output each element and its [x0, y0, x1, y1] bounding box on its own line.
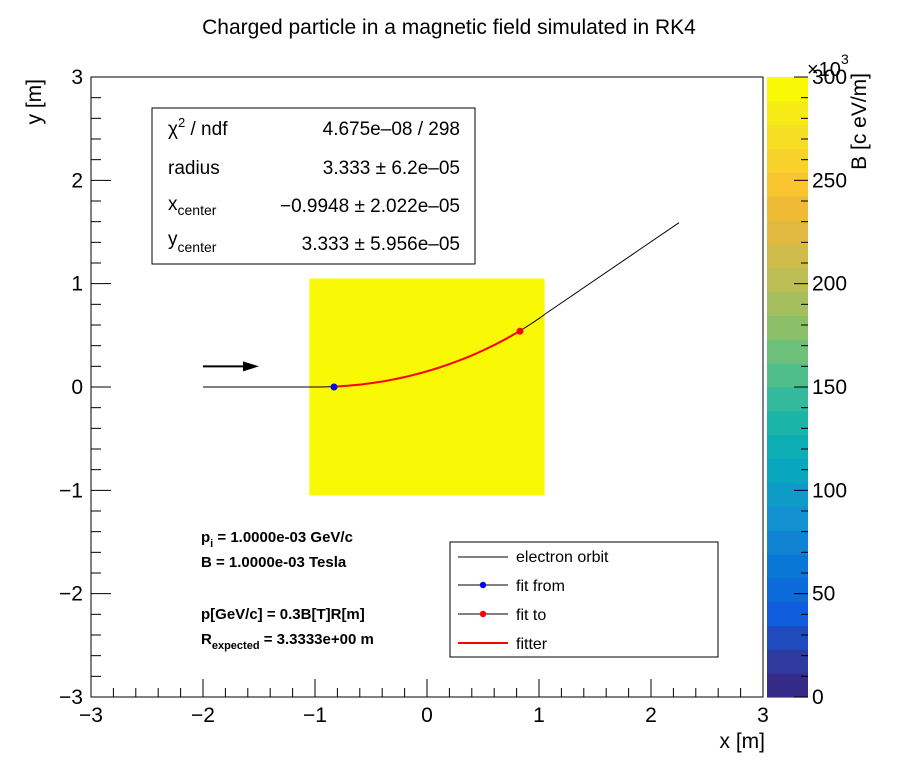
legend-swatch-fit-to-marker — [479, 610, 487, 618]
stats-label-xcenter: xcenter — [168, 194, 217, 218]
colorbar-band — [767, 410, 808, 436]
colorbar-band — [767, 458, 808, 483]
colorbar-band — [767, 100, 808, 126]
colorbar-band — [767, 363, 808, 388]
y-tick-label: −2 — [59, 583, 83, 606]
magnetic-field-region — [309, 278, 545, 496]
colorbar-band — [767, 172, 808, 197]
colorbar-band — [767, 673, 808, 698]
y-tick-label: 0 — [71, 376, 83, 399]
x-tick-label: −1 — [303, 704, 327, 727]
colorbar-band — [767, 649, 808, 674]
y-axis-label: y [m] — [23, 79, 46, 125]
colorbar-tick-label: 300 — [812, 66, 847, 89]
colorbar-tick-label: 250 — [812, 169, 847, 192]
colorbar-band — [767, 315, 808, 340]
x-tick-label: 0 — [421, 704, 433, 727]
colorbar-band — [767, 267, 808, 293]
y-tick-label: 3 — [71, 66, 83, 89]
annotation-formula: p[GeV/c] = 0.3B[T]R[m] — [201, 606, 365, 623]
orbit-line-segment — [544, 222, 680, 315]
colorbar-band — [767, 196, 808, 221]
colorbar-band — [767, 148, 808, 173]
legend-label-fit-to: fit to — [516, 607, 546, 624]
fit-from-point — [330, 383, 338, 391]
legend-swatch-fit-from-marker — [479, 581, 487, 589]
stats-label-ycenter: ycenter — [168, 229, 217, 255]
colorbar-band — [767, 506, 808, 531]
colorbar-tick-label: 0 — [812, 686, 824, 709]
stats-value-radius: 3.333 ± 6.2e–05 — [323, 158, 460, 179]
colorbar-tick-label: 100 — [812, 479, 847, 502]
colorbar-band — [767, 625, 808, 650]
colorbar-band — [767, 243, 808, 269]
stats-value-chi2: 4.675e–08 / 298 — [323, 119, 460, 140]
chart-title: Charged particle in a magnetic field sim… — [202, 16, 696, 39]
legend-label-fit-from: fit from — [516, 578, 565, 595]
stats-value-ycenter: 3.333 ± 5.956e–05 — [302, 234, 460, 255]
colorbar-band — [767, 339, 808, 364]
fit-to-point — [516, 327, 524, 335]
colorbar-tick-label: 50 — [812, 583, 835, 606]
y-tick-label: −1 — [59, 479, 83, 502]
direction-arrow-head — [243, 361, 259, 372]
stats-value-xcenter: −0.9948 ± 2.022e–05 — [280, 196, 460, 217]
colorbar-band — [767, 553, 808, 579]
legend-label-orbit: electron orbit — [516, 549, 609, 566]
legend: electron orbit fit from fit to fitter — [449, 541, 719, 658]
legend-frame — [449, 541, 719, 658]
colorbar-band — [767, 482, 808, 507]
annotation-momentum: pi = 1.0000e-03 GeV/c — [201, 529, 353, 550]
colorbar-band — [767, 124, 808, 150]
stats-label-radius: radius — [168, 158, 220, 179]
y-tick-label: −3 — [59, 686, 83, 709]
x-tick-label: −2 — [191, 704, 215, 727]
stats-label-chi2: χ2 / ndf — [168, 115, 228, 140]
colorbar-tick-label: 200 — [812, 273, 847, 296]
colorbar-band — [767, 530, 808, 555]
colorbar — [767, 77, 808, 698]
annotation-block: pi = 1.0000e-03 GeV/c B = 1.0000e-03 Tes… — [201, 529, 374, 652]
colorbar-multiplier: ×103 — [807, 51, 849, 81]
stats-box: χ2 / ndf 4.675e–08 / 298 radius 3.333 ± … — [151, 107, 476, 265]
colorbar-band — [767, 220, 808, 245]
y-tick-label: 1 — [71, 273, 83, 296]
colorbar-band — [767, 434, 808, 460]
x-tick-label: −3 — [79, 704, 103, 727]
colorbar-label: B [c eV/m] — [848, 73, 871, 170]
colorbar-tick-label: 150 — [812, 376, 847, 399]
fitter-curve — [333, 329, 521, 388]
x-axis-label: x [m] — [720, 730, 766, 753]
x-tick-label: 2 — [645, 704, 657, 727]
annotation-field: B = 1.0000e-03 Tesla — [201, 554, 347, 571]
x-tick-label: 1 — [533, 704, 545, 727]
x-tick-label: 3 — [757, 704, 769, 727]
annotation-radius-expected: Rexpected = 3.3333e+00 m — [201, 631, 374, 652]
stats-box-frame — [151, 107, 476, 265]
legend-label-fitter: fitter — [516, 636, 548, 653]
y-tick-label: 2 — [71, 169, 83, 192]
colorbar-band — [767, 577, 808, 603]
